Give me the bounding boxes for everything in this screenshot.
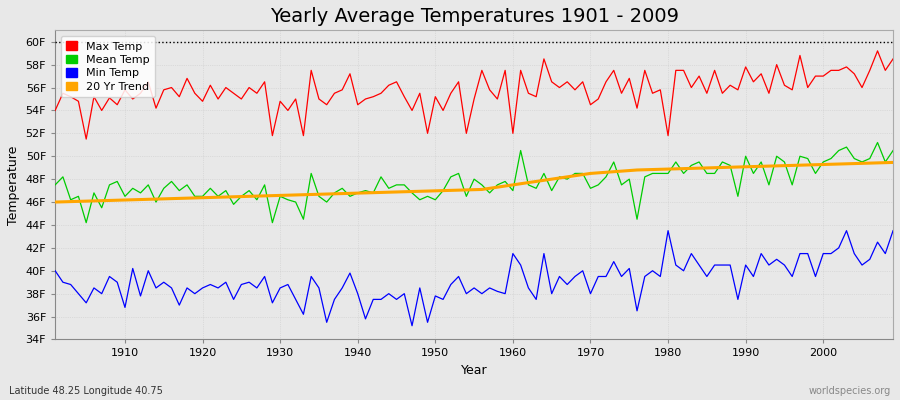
Y-axis label: Temperature: Temperature xyxy=(7,145,20,224)
Text: worldspecies.org: worldspecies.org xyxy=(809,386,891,396)
Legend: Max Temp, Mean Temp, Min Temp, 20 Yr Trend: Max Temp, Mean Temp, Min Temp, 20 Yr Tre… xyxy=(60,36,156,97)
X-axis label: Year: Year xyxy=(461,364,488,377)
Title: Yearly Average Temperatures 1901 - 2009: Yearly Average Temperatures 1901 - 2009 xyxy=(270,7,679,26)
Text: Latitude 48.25 Longitude 40.75: Latitude 48.25 Longitude 40.75 xyxy=(9,386,163,396)
